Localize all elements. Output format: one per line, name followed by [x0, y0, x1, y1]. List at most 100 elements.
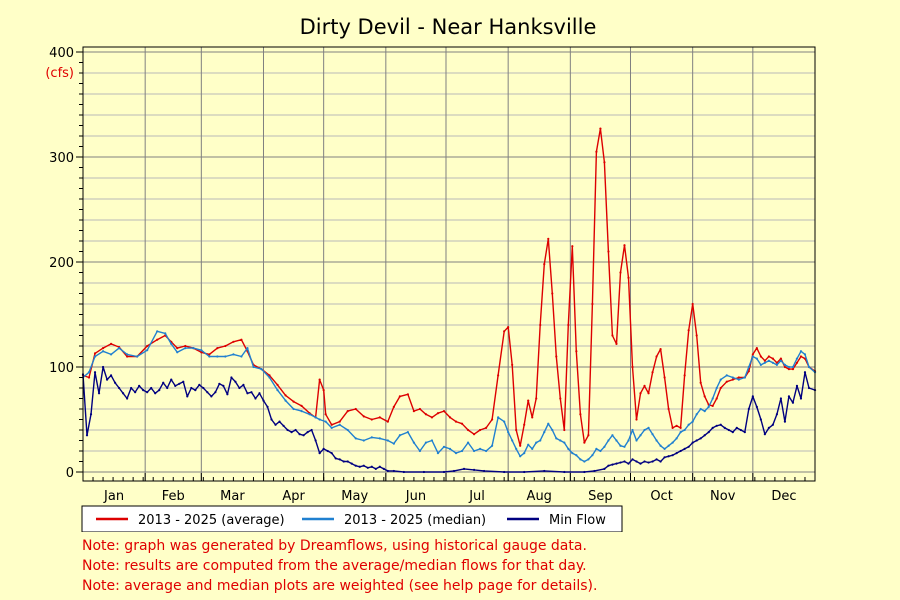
data-point	[731, 431, 734, 434]
data-point	[699, 381, 702, 384]
data-point	[134, 391, 137, 394]
data-point	[751, 395, 754, 398]
data-point	[783, 420, 787, 423]
data-point	[631, 365, 634, 369]
data-point	[779, 397, 783, 400]
data-point	[146, 391, 149, 394]
series-line-2	[82, 366, 816, 473]
data-point	[448, 447, 452, 450]
data-point	[671, 441, 674, 444]
data-point	[318, 378, 321, 381]
data-point	[527, 399, 530, 402]
data-point	[671, 454, 674, 457]
data-point	[579, 413, 582, 416]
data-point	[198, 383, 201, 386]
data-point	[430, 416, 434, 419]
data-point	[715, 386, 718, 390]
data-point	[276, 383, 279, 386]
data-point	[418, 449, 422, 453]
data-point	[290, 431, 293, 434]
note-line-1: Note: graph was generated by Dreamflows,…	[82, 538, 587, 554]
axes: 0 100 200 300 400 (cfs) Jan Feb Mar Apr May Jun Jul A…	[45, 46, 816, 504]
data-point	[747, 407, 750, 411]
data-point	[392, 442, 395, 445]
data-point	[695, 413, 698, 416]
data-point	[755, 357, 758, 360]
data-point	[511, 363, 514, 366]
data-point	[232, 353, 235, 356]
data-point	[711, 426, 714, 429]
data-point	[771, 357, 774, 360]
legend: 2013 - 2025 (average) 2013 - 2025 (median…	[81, 505, 623, 532]
data-point	[392, 469, 395, 473]
data-point	[655, 458, 658, 461]
data-point	[310, 428, 313, 432]
data-point	[603, 467, 606, 470]
data-point	[300, 410, 303, 413]
data-point	[507, 431, 510, 434]
data-point	[186, 395, 189, 398]
note-line-3: Note: average and median plots are weigh…	[82, 578, 598, 594]
data-point	[563, 441, 566, 444]
data-point	[448, 416, 452, 419]
data-point	[643, 460, 646, 463]
data-point	[250, 391, 253, 394]
notes: Note: graph was generated by Dreamflows,…	[82, 536, 597, 596]
data-point	[117, 386, 121, 390]
data-point	[587, 434, 590, 437]
data-point	[623, 244, 626, 247]
data-point	[326, 449, 329, 453]
data-point	[378, 437, 381, 440]
data-point	[322, 389, 325, 392]
data-point	[318, 418, 321, 421]
data-point	[142, 389, 145, 392]
data-point	[547, 422, 550, 425]
data-point	[615, 462, 618, 465]
data-point	[679, 431, 682, 434]
x-tick-label: Feb	[162, 489, 185, 504]
data-point	[442, 410, 446, 413]
data-point	[109, 353, 113, 356]
data-point	[324, 413, 327, 416]
data-point	[478, 428, 482, 432]
data-point	[442, 445, 446, 448]
data-point	[535, 441, 538, 444]
data-point	[543, 469, 546, 473]
data-point	[330, 452, 333, 455]
data-point	[679, 449, 682, 453]
data-point	[274, 423, 277, 426]
data-point	[747, 365, 750, 369]
data-point	[412, 410, 416, 413]
data-point	[711, 404, 714, 407]
data-point	[398, 395, 401, 398]
data-point	[627, 462, 630, 465]
data-point	[667, 407, 670, 411]
data-point	[683, 374, 686, 377]
data-point	[683, 428, 686, 432]
data-point	[771, 423, 774, 426]
data-point	[807, 365, 811, 369]
data-point	[156, 338, 159, 341]
data-point	[424, 441, 428, 444]
data-point	[567, 447, 570, 450]
data-point	[184, 344, 187, 348]
data-point	[184, 347, 187, 350]
data-point	[324, 420, 327, 423]
data-point	[286, 428, 289, 432]
data-point	[491, 444, 494, 447]
data-point	[462, 467, 466, 470]
data-point	[330, 426, 333, 429]
data-point	[523, 423, 526, 426]
data-point	[87, 376, 91, 379]
data-point	[767, 359, 770, 362]
data-point	[350, 462, 353, 465]
data-point	[725, 380, 728, 383]
data-point	[314, 416, 317, 419]
data-point	[779, 359, 783, 362]
data-point	[398, 434, 401, 437]
data-point	[146, 349, 149, 352]
data-point	[338, 423, 341, 426]
data-point	[338, 420, 341, 423]
data-point	[619, 461, 622, 464]
data-point	[300, 404, 303, 407]
